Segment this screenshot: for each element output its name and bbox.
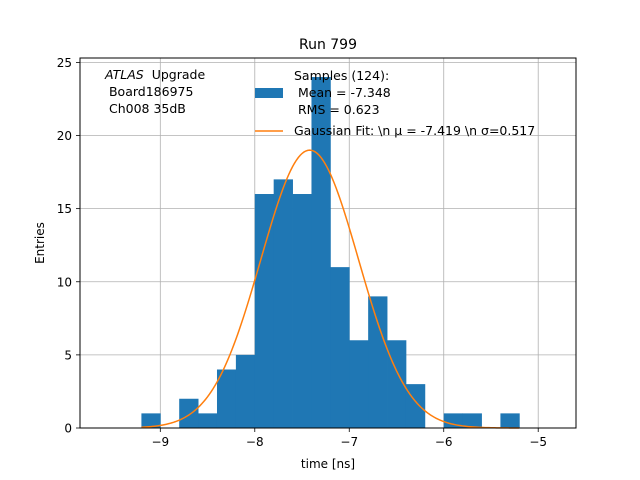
chart-title: Run 799: [299, 37, 357, 53]
y-tick-label: 20: [57, 129, 72, 143]
histogram-bar: [443, 413, 464, 428]
annotation-box: ATLAS Upgrade Board186975 Ch008 35dB: [104, 67, 205, 116]
y-axis-ticks: 0 5 10 15 20 25: [57, 56, 80, 436]
legend-histogram-line-3: RMS = 0.623: [294, 102, 380, 117]
y-tick-label: 5: [64, 348, 72, 362]
gaussian-fit-line: [141, 149, 520, 429]
annotation-line-3: Ch008 35dB: [105, 101, 186, 116]
histogram-bar: [500, 413, 520, 428]
plot-frame: [79, 57, 577, 429]
legend-fit-label: Gaussian Fit: \n μ = -7.419 \n σ=0.517: [294, 123, 535, 138]
annotation-line-1: ATLAS Upgrade: [104, 67, 205, 82]
histogram-bar: [254, 194, 275, 428]
y-tick-label: 10: [57, 275, 72, 289]
histogram-bar: [273, 179, 293, 428]
x-axis-label: time [ns]: [301, 457, 355, 471]
histogram-bar: [330, 267, 350, 428]
histogram-bar: [368, 296, 388, 428]
y-tick-label: 0: [64, 422, 72, 436]
x-tick-label: −5: [529, 435, 547, 449]
y-axis-label: Entries: [33, 222, 47, 264]
legend-histogram-line-1: Samples (124):: [294, 68, 389, 83]
x-tick-label: −9: [151, 435, 169, 449]
histogram-bars: [141, 77, 520, 429]
histogram-bar: [141, 413, 161, 428]
legend-histogram-line-2: Mean = -7.348: [294, 85, 391, 100]
atlas-label: ATLAS: [104, 67, 144, 82]
annotation-upgrade: Upgrade: [152, 67, 206, 82]
histogram-bar: [405, 384, 426, 428]
x-tick-label: −6: [435, 435, 453, 449]
histogram-bar: [216, 369, 237, 428]
legend: Samples (124): Mean = -7.348 RMS = 0.623…: [255, 68, 535, 138]
y-tick-label: 15: [57, 202, 72, 216]
x-tick-label: −7: [340, 435, 358, 449]
histogram-bar: [179, 398, 199, 428]
histogram-bar: [235, 354, 256, 428]
histogram-bar: [349, 340, 369, 428]
x-axis-ticks: −9 −8 −7 −6 −5: [151, 428, 547, 449]
legend-histogram-swatch: [255, 88, 283, 98]
histogram-bar: [462, 413, 482, 428]
histogram-bar: [292, 194, 312, 428]
y-tick-label: 25: [57, 56, 72, 70]
gaussian-fit: [141, 149, 520, 429]
histogram-bar: [198, 413, 218, 428]
x-tick-label: −8: [246, 435, 264, 449]
annotation-line-2: Board186975: [105, 84, 193, 99]
